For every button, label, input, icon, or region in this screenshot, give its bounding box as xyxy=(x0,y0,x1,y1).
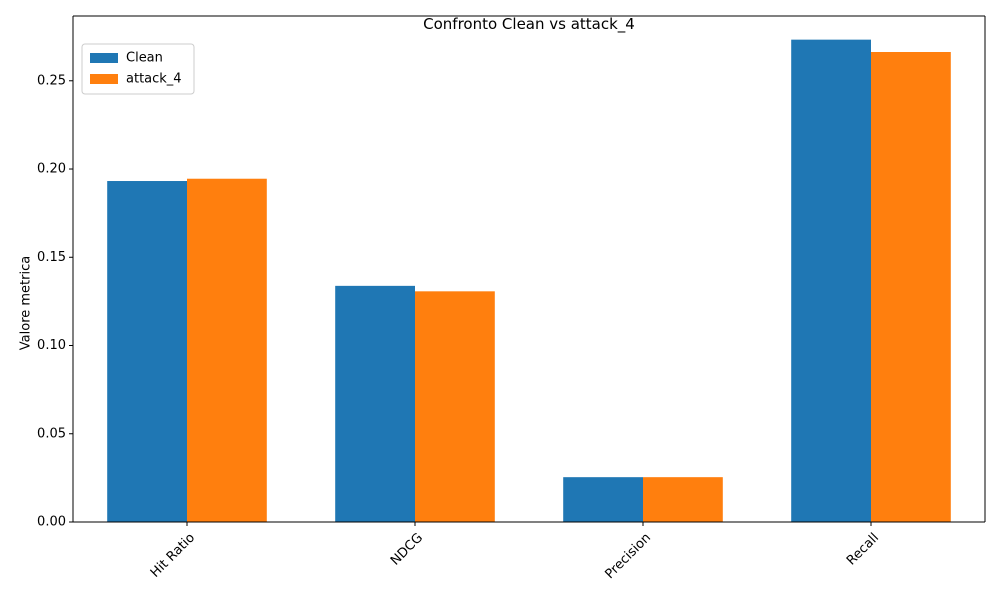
y-axis-label: Valore metrica xyxy=(19,256,34,350)
legend-label: Clean xyxy=(126,51,163,66)
legend-swatch xyxy=(90,53,118,63)
legend-label: attack_4 xyxy=(126,72,182,87)
legend-swatch xyxy=(90,74,118,84)
chart-title: Confronto Clean vs attack_4 xyxy=(423,15,635,34)
y-tick-label: 0.15 xyxy=(37,250,66,265)
y-tick-label: 0.10 xyxy=(37,338,66,353)
legend: Clean attack_4 xyxy=(81,43,195,95)
y-tick-label: 0.00 xyxy=(37,515,66,530)
bar-clean-recall xyxy=(791,39,871,522)
bars-group xyxy=(107,39,951,523)
bar-clean-hit-ratio xyxy=(107,181,187,523)
bar-clean-ndcg xyxy=(335,285,415,522)
bar-attack-4-recall xyxy=(871,52,951,523)
bar-clean-precision xyxy=(563,477,643,522)
bar-attack-4-hit-ratio xyxy=(187,178,267,522)
bar-attack-4-ndcg xyxy=(415,291,495,522)
y-tick-label: 0.20 xyxy=(37,162,66,177)
bar-attack-4-precision xyxy=(643,477,723,522)
y-tick-label: 0.25 xyxy=(37,73,66,88)
y-tick-label: 0.05 xyxy=(37,426,66,441)
